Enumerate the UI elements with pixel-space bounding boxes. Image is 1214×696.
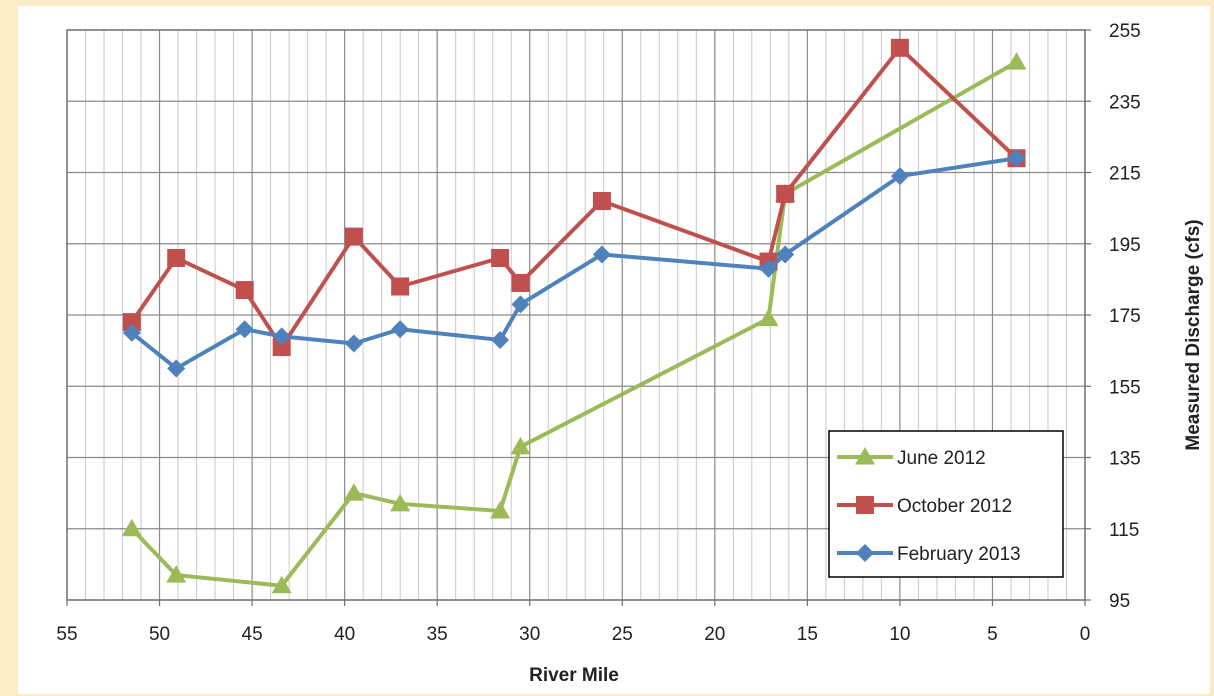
y-tick-label: 115 bbox=[1109, 520, 1139, 541]
diamond-marker bbox=[890, 167, 909, 186]
y-tick-labels: 95 115 135 155 175 195 215 235 255 bbox=[1085, 21, 1141, 612]
square-marker bbox=[272, 338, 291, 357]
diamond-marker bbox=[272, 327, 291, 346]
diamond-marker bbox=[759, 259, 778, 278]
series-february-2013 bbox=[122, 149, 1026, 378]
square-marker bbox=[235, 281, 254, 300]
series-layer bbox=[121, 38, 1027, 594]
square-marker bbox=[511, 273, 530, 292]
square-marker bbox=[344, 227, 363, 246]
triangle-marker bbox=[510, 436, 531, 455]
x-tick-label: 55 bbox=[56, 624, 77, 645]
triangle-marker bbox=[758, 308, 779, 327]
y-tick-label: 195 bbox=[1109, 235, 1141, 256]
legend-item: October 2012 bbox=[837, 496, 1012, 517]
diamond-marker bbox=[592, 245, 611, 264]
diamond-marker bbox=[122, 323, 141, 342]
triangle-marker bbox=[121, 518, 142, 537]
diamond-marker bbox=[1007, 149, 1026, 168]
diamond-marker bbox=[235, 320, 254, 339]
triangle-marker bbox=[166, 565, 187, 583]
x-tick-label: 15 bbox=[797, 624, 818, 645]
x-tick-label: 0 bbox=[1080, 624, 1091, 645]
triangle-marker bbox=[1006, 52, 1027, 70]
series-october-2012 bbox=[122, 38, 1026, 357]
y-axis-title: Measured Discharge (cfs) bbox=[1183, 219, 1204, 450]
diamond-marker bbox=[856, 544, 874, 562]
x-tick-label: 50 bbox=[149, 624, 170, 645]
legend-label: October 2012 bbox=[897, 496, 1012, 517]
triangle-marker bbox=[390, 493, 411, 512]
triangle-marker bbox=[855, 447, 875, 465]
square-marker bbox=[592, 192, 611, 210]
x-axis-title: River Mile bbox=[529, 665, 619, 686]
x-tick-label: 25 bbox=[612, 624, 633, 645]
square-marker bbox=[776, 184, 795, 203]
legend-item: June 2012 bbox=[837, 447, 986, 469]
x-tick-labels: 55 50 45 40 35 30 25 20 15 10 5 0 bbox=[56, 600, 1090, 645]
y-tick-label: 135 bbox=[1109, 449, 1141, 470]
triangle-marker bbox=[271, 575, 292, 594]
y-tick-label: 215 bbox=[1109, 164, 1141, 185]
series-line bbox=[130, 156, 1017, 371]
diamond-marker bbox=[391, 320, 410, 339]
square-marker bbox=[856, 496, 874, 514]
legend-item: February 2013 bbox=[837, 544, 1021, 565]
legend-label: February 2013 bbox=[897, 544, 1021, 565]
y-tick-label: 235 bbox=[1109, 92, 1141, 113]
diamond-marker bbox=[344, 334, 363, 353]
diamond-marker bbox=[511, 295, 530, 314]
triangle-marker bbox=[343, 483, 364, 501]
legend-label: June 2012 bbox=[897, 448, 986, 469]
square-marker bbox=[491, 249, 510, 267]
diamond-marker bbox=[167, 359, 186, 378]
square-marker bbox=[890, 38, 909, 57]
legend: June 2012 October 2012 February 2013 bbox=[828, 430, 1064, 578]
x-tick-label: 30 bbox=[519, 624, 540, 645]
y-tick-label: 175 bbox=[1109, 306, 1141, 327]
series-line bbox=[130, 45, 1018, 350]
x-tick-label: 45 bbox=[242, 624, 263, 645]
square-marker bbox=[122, 313, 141, 332]
x-tick-label: 40 bbox=[334, 624, 355, 645]
diamond-marker bbox=[491, 330, 510, 349]
x-tick-label: 10 bbox=[889, 624, 910, 645]
square-marker bbox=[391, 277, 410, 296]
y-tick-label: 155 bbox=[1109, 377, 1141, 398]
x-tick-label: 5 bbox=[987, 624, 998, 645]
x-tick-label: 35 bbox=[427, 624, 448, 645]
x-tick-label: 20 bbox=[704, 624, 725, 645]
diamond-marker bbox=[776, 245, 795, 264]
y-tick-label: 95 bbox=[1109, 591, 1130, 612]
square-marker bbox=[167, 249, 186, 267]
triangle-marker bbox=[490, 500, 511, 519]
y-tick-label: 255 bbox=[1109, 21, 1141, 42]
